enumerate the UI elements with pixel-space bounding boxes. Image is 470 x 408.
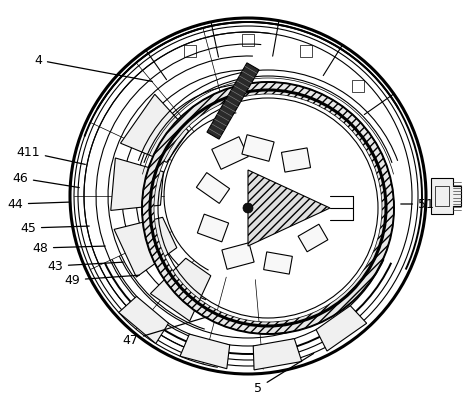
Polygon shape <box>253 339 302 370</box>
Polygon shape <box>264 252 292 274</box>
Polygon shape <box>114 217 177 277</box>
Polygon shape <box>212 137 248 169</box>
Text: 45: 45 <box>20 222 89 235</box>
Polygon shape <box>298 224 328 252</box>
Text: 47: 47 <box>122 317 207 346</box>
Text: 48: 48 <box>32 242 105 255</box>
Text: 51: 51 <box>401 197 434 211</box>
Text: 5: 5 <box>254 353 313 395</box>
Polygon shape <box>196 173 230 204</box>
Polygon shape <box>222 243 254 269</box>
Text: 4: 4 <box>34 53 152 82</box>
Polygon shape <box>111 158 164 211</box>
Polygon shape <box>150 258 211 321</box>
Text: 44: 44 <box>7 197 69 211</box>
Polygon shape <box>242 135 274 161</box>
Wedge shape <box>142 82 394 334</box>
Polygon shape <box>119 296 169 344</box>
Polygon shape <box>207 63 259 139</box>
Polygon shape <box>248 170 330 246</box>
Text: 411: 411 <box>16 146 85 164</box>
Polygon shape <box>431 178 461 214</box>
Text: 46: 46 <box>12 171 79 188</box>
Polygon shape <box>282 148 311 172</box>
Polygon shape <box>120 94 188 162</box>
Text: 43: 43 <box>47 259 123 273</box>
Text: 49: 49 <box>64 273 139 286</box>
Polygon shape <box>316 306 367 351</box>
Polygon shape <box>197 214 228 242</box>
Circle shape <box>243 203 253 213</box>
Polygon shape <box>180 334 230 369</box>
